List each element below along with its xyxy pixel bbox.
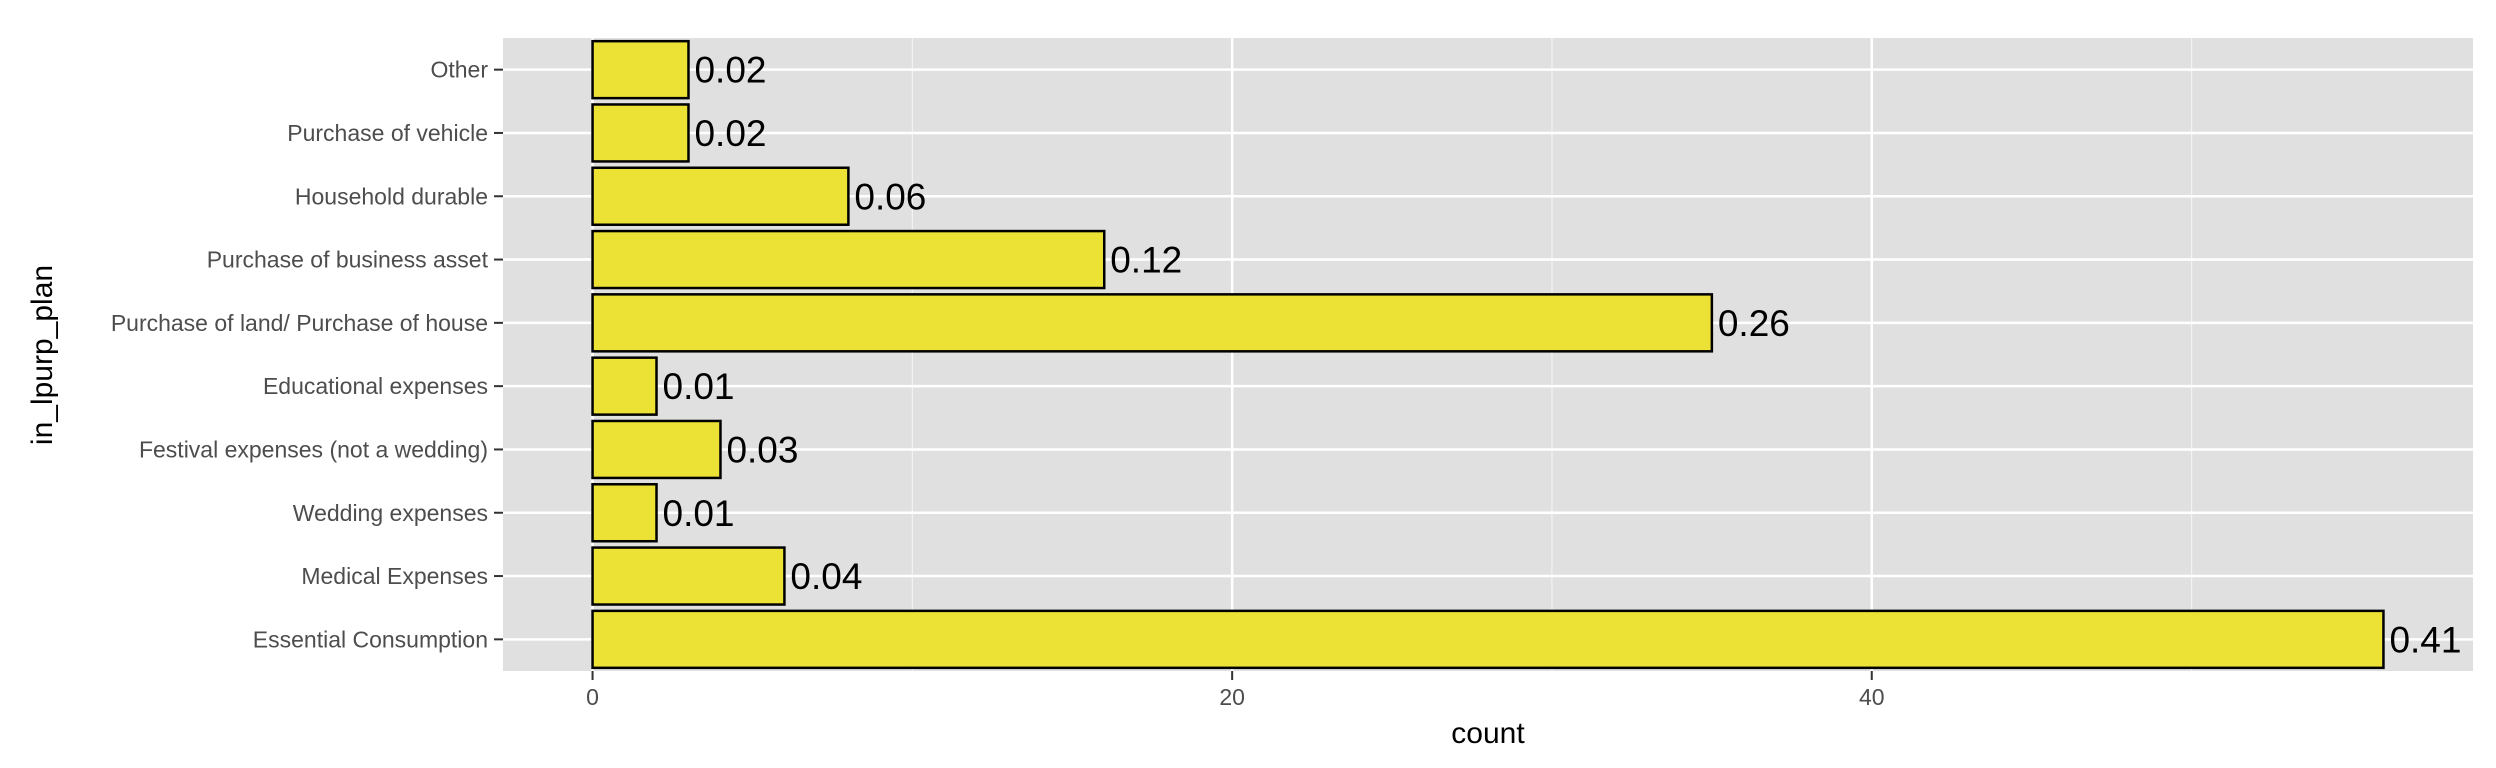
data-label: 0.02	[694, 50, 766, 91]
bar	[591, 609, 2385, 670]
y-tick-label: Wedding expenses	[293, 500, 488, 526]
bar	[591, 39, 690, 100]
data-label: 0.04	[790, 556, 862, 597]
bar	[591, 293, 1714, 353]
data-labels: 0.41 0.04 0.01 0.03 0.01 0.26 0.12 0.06 0.02 0.02	[663, 50, 2462, 661]
bar	[591, 103, 690, 163]
data-label: 0.01	[663, 366, 735, 407]
data-label: 0.03	[726, 429, 798, 470]
y-axis-title: in_lpurp_plan	[26, 265, 59, 445]
y-tick-label: Purchase of vehicle	[287, 120, 488, 146]
bar	[591, 546, 786, 606]
plot-panel	[503, 38, 2473, 671]
y-tick-label: Essential Consumption	[253, 626, 488, 652]
y-tick-label: Household durable	[295, 183, 488, 209]
y-tick-label: Medical Expenses	[301, 563, 488, 589]
x-tick-label: 20	[1219, 684, 1245, 710]
x-tick-label: 0	[586, 684, 599, 710]
grid-lines	[503, 38, 2473, 671]
data-label: 0.01	[663, 493, 735, 534]
bar	[591, 419, 722, 480]
data-label: 0.26	[1718, 303, 1790, 344]
x-axis-title: count	[1451, 717, 1525, 750]
bars	[591, 39, 2385, 670]
y-tick-label: Other	[430, 57, 488, 83]
x-axis: 0 20 40	[586, 671, 1885, 710]
bar	[591, 483, 658, 543]
data-label: 0.02	[694, 113, 766, 154]
bar	[591, 229, 1106, 290]
data-label: 0.12	[1110, 240, 1182, 281]
data-label: 0.41	[2389, 619, 2461, 660]
x-tick-label: 40	[1859, 684, 1885, 710]
y-tick-label: Festival expenses (not a wedding)	[139, 436, 488, 462]
bar	[591, 356, 658, 416]
y-tick-label: Purchase of business asset	[207, 247, 489, 273]
y-axis: Essential Consumption Medical Expenses Wed…	[111, 57, 503, 652]
bar	[591, 166, 850, 226]
data-label: 0.06	[854, 176, 926, 217]
y-tick-label: Educational expenses	[263, 373, 488, 399]
y-tick-label: Purchase of land/ Purchase of house	[111, 310, 488, 336]
